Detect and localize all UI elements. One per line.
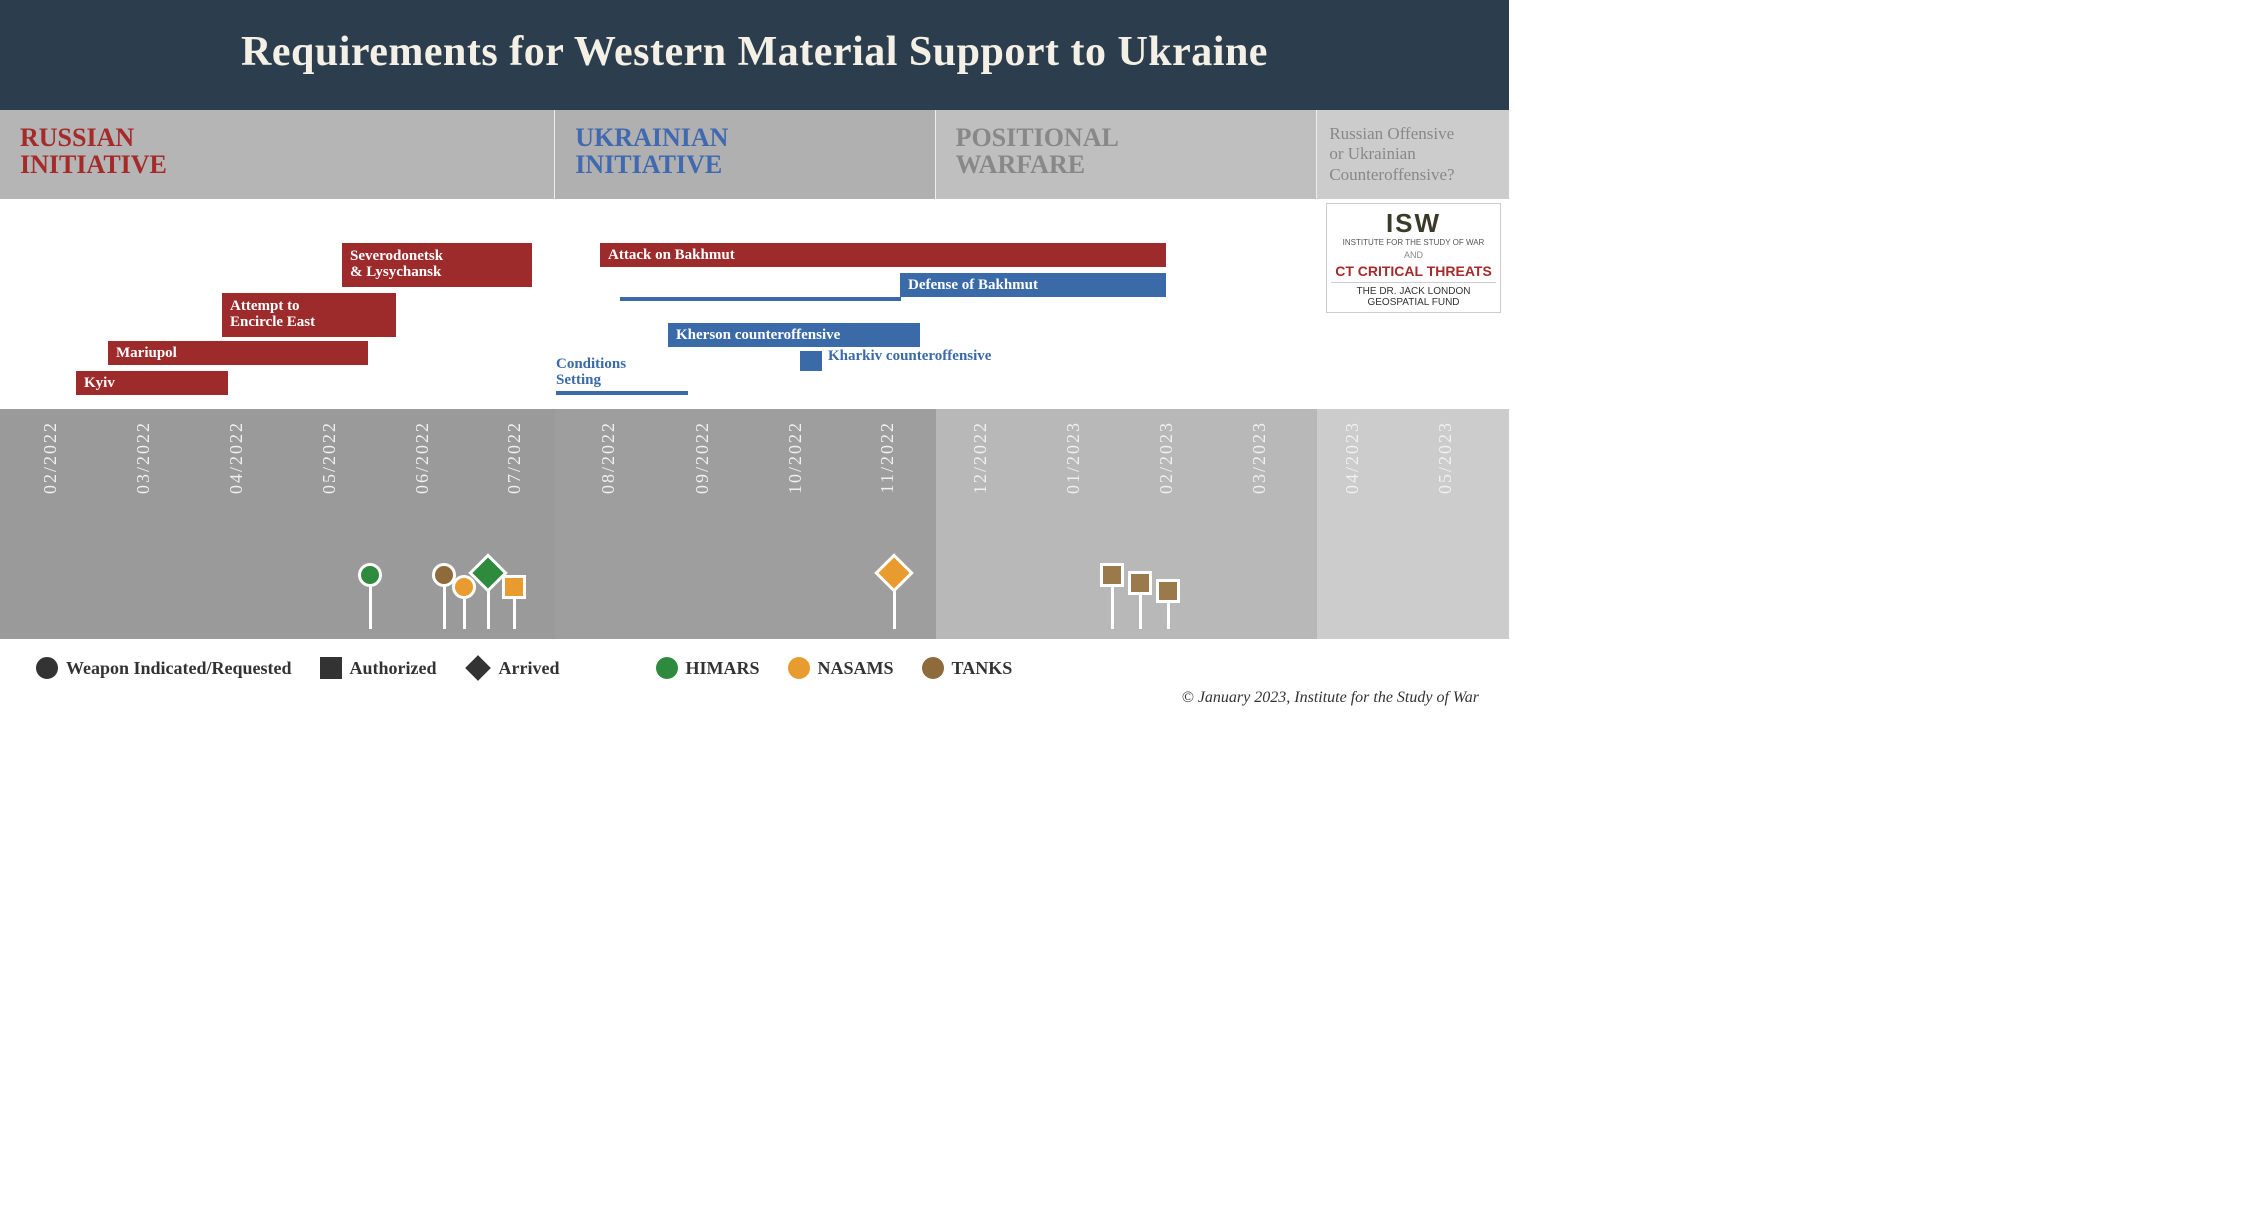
event-bar-red: Attempt toEncircle East bbox=[222, 293, 396, 337]
marker-stem bbox=[443, 587, 446, 629]
legend-weapon-item: TANKS bbox=[922, 657, 1013, 679]
legend-label: Authorized bbox=[350, 658, 437, 679]
marker-square-icon bbox=[1100, 563, 1124, 587]
marker-stem bbox=[513, 599, 516, 629]
event-bar-blue: Defense of Bakhmut bbox=[900, 273, 1166, 297]
copyright: © January 2023, Institute for the Study … bbox=[0, 685, 1509, 721]
event-square-blue bbox=[800, 351, 822, 371]
legend-circle-icon bbox=[36, 657, 58, 679]
fund-text: THE DR. JACK LONDON GEOSPATIAL FUND bbox=[1331, 282, 1496, 308]
main-title: Requirements for Western Material Suppor… bbox=[20, 28, 1489, 76]
legend-weapon-item: NASAMS bbox=[788, 657, 894, 679]
marker-circle-icon bbox=[452, 575, 476, 599]
event-line-blue bbox=[620, 297, 901, 301]
marker-circle-icon bbox=[358, 563, 382, 587]
marker-stem bbox=[1139, 595, 1142, 629]
month-label: 12/2022 bbox=[970, 421, 991, 494]
event-text-blue: Kharkiv counteroffensive bbox=[828, 349, 991, 365]
gantt-chart: ISW INSTITUTE FOR THE STUDY OF WAR AND C… bbox=[0, 199, 1509, 409]
legend-label: TANKS bbox=[952, 658, 1013, 679]
legend-color-icon bbox=[656, 657, 678, 679]
weapon-marker bbox=[1128, 571, 1152, 629]
month-label: 10/2022 bbox=[785, 421, 806, 494]
month-label: 05/2022 bbox=[319, 421, 340, 494]
legend-status-item: Weapon Indicated/Requested bbox=[36, 657, 292, 679]
marker-stem bbox=[893, 587, 896, 629]
weapon-marker bbox=[452, 575, 476, 629]
legend-weapon-item: HIMARS bbox=[656, 657, 760, 679]
month-label: 02/2022 bbox=[40, 421, 61, 494]
phase-band: RUSSIANINITIATIVEUKRAINIANINITIATIVEPOSI… bbox=[0, 110, 1509, 199]
month-label: 01/2023 bbox=[1063, 421, 1084, 494]
month-label: 07/2022 bbox=[504, 421, 525, 494]
month-label: 08/2022 bbox=[598, 421, 619, 494]
month-label: 06/2022 bbox=[412, 421, 433, 494]
marker-stem bbox=[1111, 587, 1114, 629]
legend-status-item: Authorized bbox=[320, 657, 437, 679]
header: Requirements for Western Material Suppor… bbox=[0, 0, 1509, 110]
event-bar-red: Severodonetsk& Lysychansk bbox=[342, 243, 532, 287]
isw-logo-text: ISW bbox=[1331, 208, 1496, 239]
legend-color-icon bbox=[922, 657, 944, 679]
phase-label: Russian Offensiveor UkrainianCounteroffe… bbox=[1317, 110, 1509, 199]
event-bar-red: Kyiv bbox=[76, 371, 228, 395]
phase-label: RUSSIANINITIATIVE bbox=[0, 110, 555, 199]
weapon-marker bbox=[1156, 579, 1180, 629]
weapon-marker bbox=[880, 559, 908, 629]
legend-label: Weapon Indicated/Requested bbox=[66, 658, 292, 679]
weapon-marker bbox=[1100, 563, 1124, 629]
legend-label: HIMARS bbox=[686, 658, 760, 679]
phase-label: UKRAINIANINITIATIVE bbox=[555, 110, 935, 199]
phase-label: POSITIONALWARFARE bbox=[936, 110, 1318, 199]
legend-status-item: Arrived bbox=[465, 658, 560, 679]
event-bar-red: Attack on Bakhmut bbox=[600, 243, 1166, 267]
legend: Weapon Indicated/Requested Authorized Arri… bbox=[0, 639, 1509, 685]
marker-square-icon bbox=[1156, 579, 1180, 603]
event-bar-blue: Kherson counteroffensive bbox=[668, 323, 920, 347]
legend-square-icon bbox=[320, 657, 342, 679]
month-label: 02/2023 bbox=[1156, 421, 1177, 494]
infographic-container: Requirements for Western Material Suppor… bbox=[0, 0, 1509, 721]
month-label: 03/2022 bbox=[133, 421, 154, 494]
weapon-marker bbox=[358, 563, 382, 629]
legend-label: Arrived bbox=[499, 658, 560, 679]
month-label: 04/2022 bbox=[226, 421, 247, 494]
month-label: 05/2023 bbox=[1435, 421, 1456, 494]
month-label: 04/2023 bbox=[1342, 421, 1363, 494]
marker-stem bbox=[369, 587, 372, 629]
logo-and: AND bbox=[1331, 250, 1496, 260]
legend-label: NASAMS bbox=[818, 658, 894, 679]
ct-logo-text: CT CRITICAL THREATS bbox=[1331, 263, 1496, 279]
marker-stem bbox=[463, 599, 466, 629]
marker-square-icon bbox=[502, 575, 526, 599]
marker-stem bbox=[1167, 603, 1170, 629]
marker-stem bbox=[487, 587, 490, 629]
timeline-band: 02/2022 03/2022 04/2022 05/2022 06/2022 07/20… bbox=[0, 409, 1509, 639]
logo-box: ISW INSTITUTE FOR THE STUDY OF WAR AND C… bbox=[1326, 203, 1501, 313]
legend-diamond-icon bbox=[465, 655, 490, 680]
month-label: 03/2023 bbox=[1249, 421, 1270, 494]
marker-square-icon bbox=[1128, 571, 1152, 595]
month-label: 09/2022 bbox=[692, 421, 713, 494]
weapon-marker bbox=[474, 559, 502, 629]
legend-color-icon bbox=[788, 657, 810, 679]
event-bar-red: Mariupol bbox=[108, 341, 368, 365]
weapon-marker bbox=[502, 575, 526, 629]
marker-diamond-icon bbox=[874, 553, 914, 593]
event-text-blue: ConditionsSetting bbox=[556, 357, 626, 389]
isw-subtitle: INSTITUTE FOR THE STUDY OF WAR bbox=[1331, 239, 1496, 247]
month-label: 11/2022 bbox=[877, 421, 898, 493]
event-line-blue bbox=[556, 391, 688, 395]
